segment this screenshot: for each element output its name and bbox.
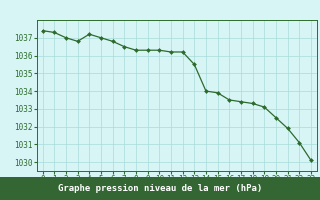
Text: Graphe pression niveau de la mer (hPa): Graphe pression niveau de la mer (hPa) [58, 184, 262, 193]
